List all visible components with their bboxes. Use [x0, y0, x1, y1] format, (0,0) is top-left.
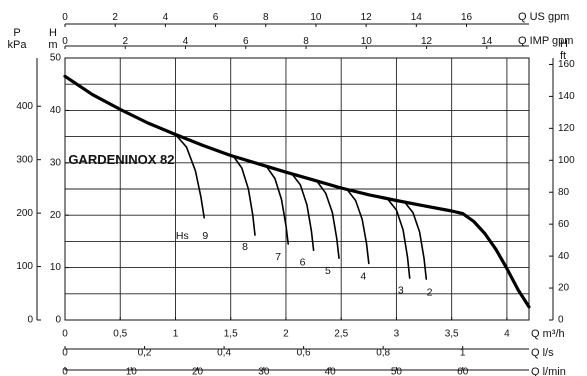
h_ft-tick-label: 160 — [558, 59, 575, 70]
q_m3h-tick-label: 3 — [394, 329, 400, 340]
pump-curves — [63, 74, 531, 309]
q_impgpm-axis-title: Q IMP gpm — [518, 35, 573, 47]
model-label: GARDENINOX 82 — [68, 152, 174, 167]
p_kpa-tick-label: 200 — [16, 208, 33, 219]
q_usgpm-tick-label: 14 — [411, 12, 423, 23]
q_ls-tick-label: 0,8 — [376, 348, 390, 359]
q_usgpm-tick-label: 4 — [163, 12, 169, 23]
h_m-tick-label: 10 — [50, 262, 62, 273]
q_m3h-tick-label: 0,5 — [113, 329, 127, 340]
q_usgpm-tick-label: 12 — [361, 12, 373, 23]
q_impgpm-tick-label: 8 — [303, 36, 309, 47]
q_usgpm-axis-title: Q US gpm — [518, 11, 569, 23]
curve-3 — [386, 198, 411, 279]
q_m3h-tick-label: 4 — [504, 329, 510, 340]
h_m-axis-title: m — [48, 39, 57, 51]
h_ft-tick-label: 120 — [558, 123, 575, 134]
curve-label-4: 4 — [360, 270, 366, 282]
h_ft-tick-label: 40 — [558, 251, 570, 262]
q_impgpm-tick-label: 6 — [243, 36, 249, 47]
h_ft-tick-label: 140 — [558, 91, 575, 102]
q_ls-axis-title: Q l/s — [531, 347, 554, 359]
q_m3h-tick-label: 1,5 — [224, 329, 238, 340]
q_lmin-axis-title: Q l/min — [531, 366, 566, 376]
curve-5 — [316, 180, 340, 259]
q_impgpm-tick-label: 14 — [481, 36, 493, 47]
curve-label-2: 2 — [427, 287, 433, 299]
h_m-tick-label: 40 — [50, 105, 62, 116]
h_m-tick-label: 20 — [50, 210, 62, 221]
curve-7 — [265, 165, 289, 245]
p_kpa-tick-label: 300 — [16, 154, 33, 165]
q_impgpm-tick-label: 4 — [183, 36, 189, 47]
curve-label-9: 9 — [202, 230, 208, 242]
h_m-tick-label: 50 — [50, 53, 62, 64]
q_lmin-tick-label: 50 — [391, 367, 403, 376]
h_m-tick-label: 30 — [50, 157, 62, 168]
q_impgpm-tick-label: 10 — [361, 36, 373, 47]
q_lmin-tick-label: 40 — [325, 367, 337, 376]
h_ft-axis-title: H — [560, 38, 568, 50]
curve-4 — [345, 188, 370, 265]
p_kpa-axis-title: kPa — [8, 39, 28, 51]
h_ft-tick-label: 80 — [558, 187, 570, 198]
q_ls-tick-label: 0,2 — [138, 348, 152, 359]
q_impgpm-tick-label: 2 — [122, 36, 128, 47]
h_ft-tick-label: 0 — [558, 315, 564, 326]
q_impgpm-tick-label: 12 — [421, 36, 433, 47]
h_m-axis-title: H — [49, 27, 57, 39]
p_kpa-tick-label: 100 — [16, 261, 33, 272]
p_kpa-tick-label: 0 — [27, 315, 33, 326]
q_usgpm-tick-label: 8 — [263, 12, 269, 23]
q_usgpm-tick-label: 16 — [461, 12, 473, 23]
curve-8 — [232, 154, 256, 236]
q_m3h-tick-label: 0 — [62, 329, 68, 340]
q_usgpm-tick-label: 6 — [213, 12, 219, 23]
q_m3h-tick-label: 2 — [283, 329, 289, 340]
curve-2 — [403, 200, 428, 280]
q_lmin-tick-label: 30 — [258, 367, 270, 376]
h_ft-axis-title: ft — [560, 50, 566, 62]
q_ls-tick-label: 0,4 — [217, 348, 231, 359]
q_lmin-tick-label: 10 — [126, 367, 138, 376]
chart-axes: 0 0,5 1 1,5 2 2,5 3 3,5 4 Q m³/h 0 0,2 0,4 0,6 0,8 1 Q l… — [8, 11, 576, 376]
curve-6 — [290, 172, 315, 252]
h_ft-tick-label: 60 — [558, 219, 570, 230]
q_m3h-tick-label: 1 — [173, 329, 179, 340]
h_m-tick-label: 0 — [55, 315, 61, 326]
q_usgpm-tick-label: 2 — [112, 12, 118, 23]
curve-label-6: 6 — [300, 257, 306, 269]
q_ls-tick-label: 0 — [62, 348, 68, 359]
curve-labels: GARDENINOX 82 Hs 9 8 7 6 5 4 3 2 — [68, 152, 432, 298]
q_m3h-tick-label: 3,5 — [445, 329, 459, 340]
q_usgpm-tick-label: 10 — [310, 12, 322, 23]
curve-label-8: 8 — [242, 241, 248, 253]
curve-9 — [174, 133, 205, 219]
q_m3h-tick-label: 2,5 — [334, 329, 348, 340]
plot-grid — [64, 57, 530, 321]
curve-label-5: 5 — [325, 265, 331, 277]
curve-label-7: 7 — [275, 251, 281, 263]
q_lmin-tick-label: 60 — [457, 367, 469, 376]
q_ls-tick-label: 0,6 — [297, 348, 311, 359]
main-pump-curve — [63, 74, 531, 309]
q_ls-tick-label: 1 — [460, 348, 466, 359]
p_kpa-axis-title: P — [13, 27, 20, 39]
curve-label-3: 3 — [398, 284, 404, 296]
h_ft-tick-label: 20 — [558, 283, 570, 294]
q_lmin-tick-label: 20 — [192, 367, 204, 376]
q_lmin-tick-label: 0 — [62, 367, 68, 376]
q_usgpm-tick-label: 0 — [62, 12, 68, 23]
p_kpa-tick-label: 400 — [16, 101, 33, 112]
h_ft-tick-label: 100 — [558, 155, 575, 166]
q_impgpm-tick-label: 0 — [62, 36, 68, 47]
q_m3h-axis-title: Q m³/h — [531, 328, 565, 340]
hs-label: Hs — [176, 230, 189, 242]
